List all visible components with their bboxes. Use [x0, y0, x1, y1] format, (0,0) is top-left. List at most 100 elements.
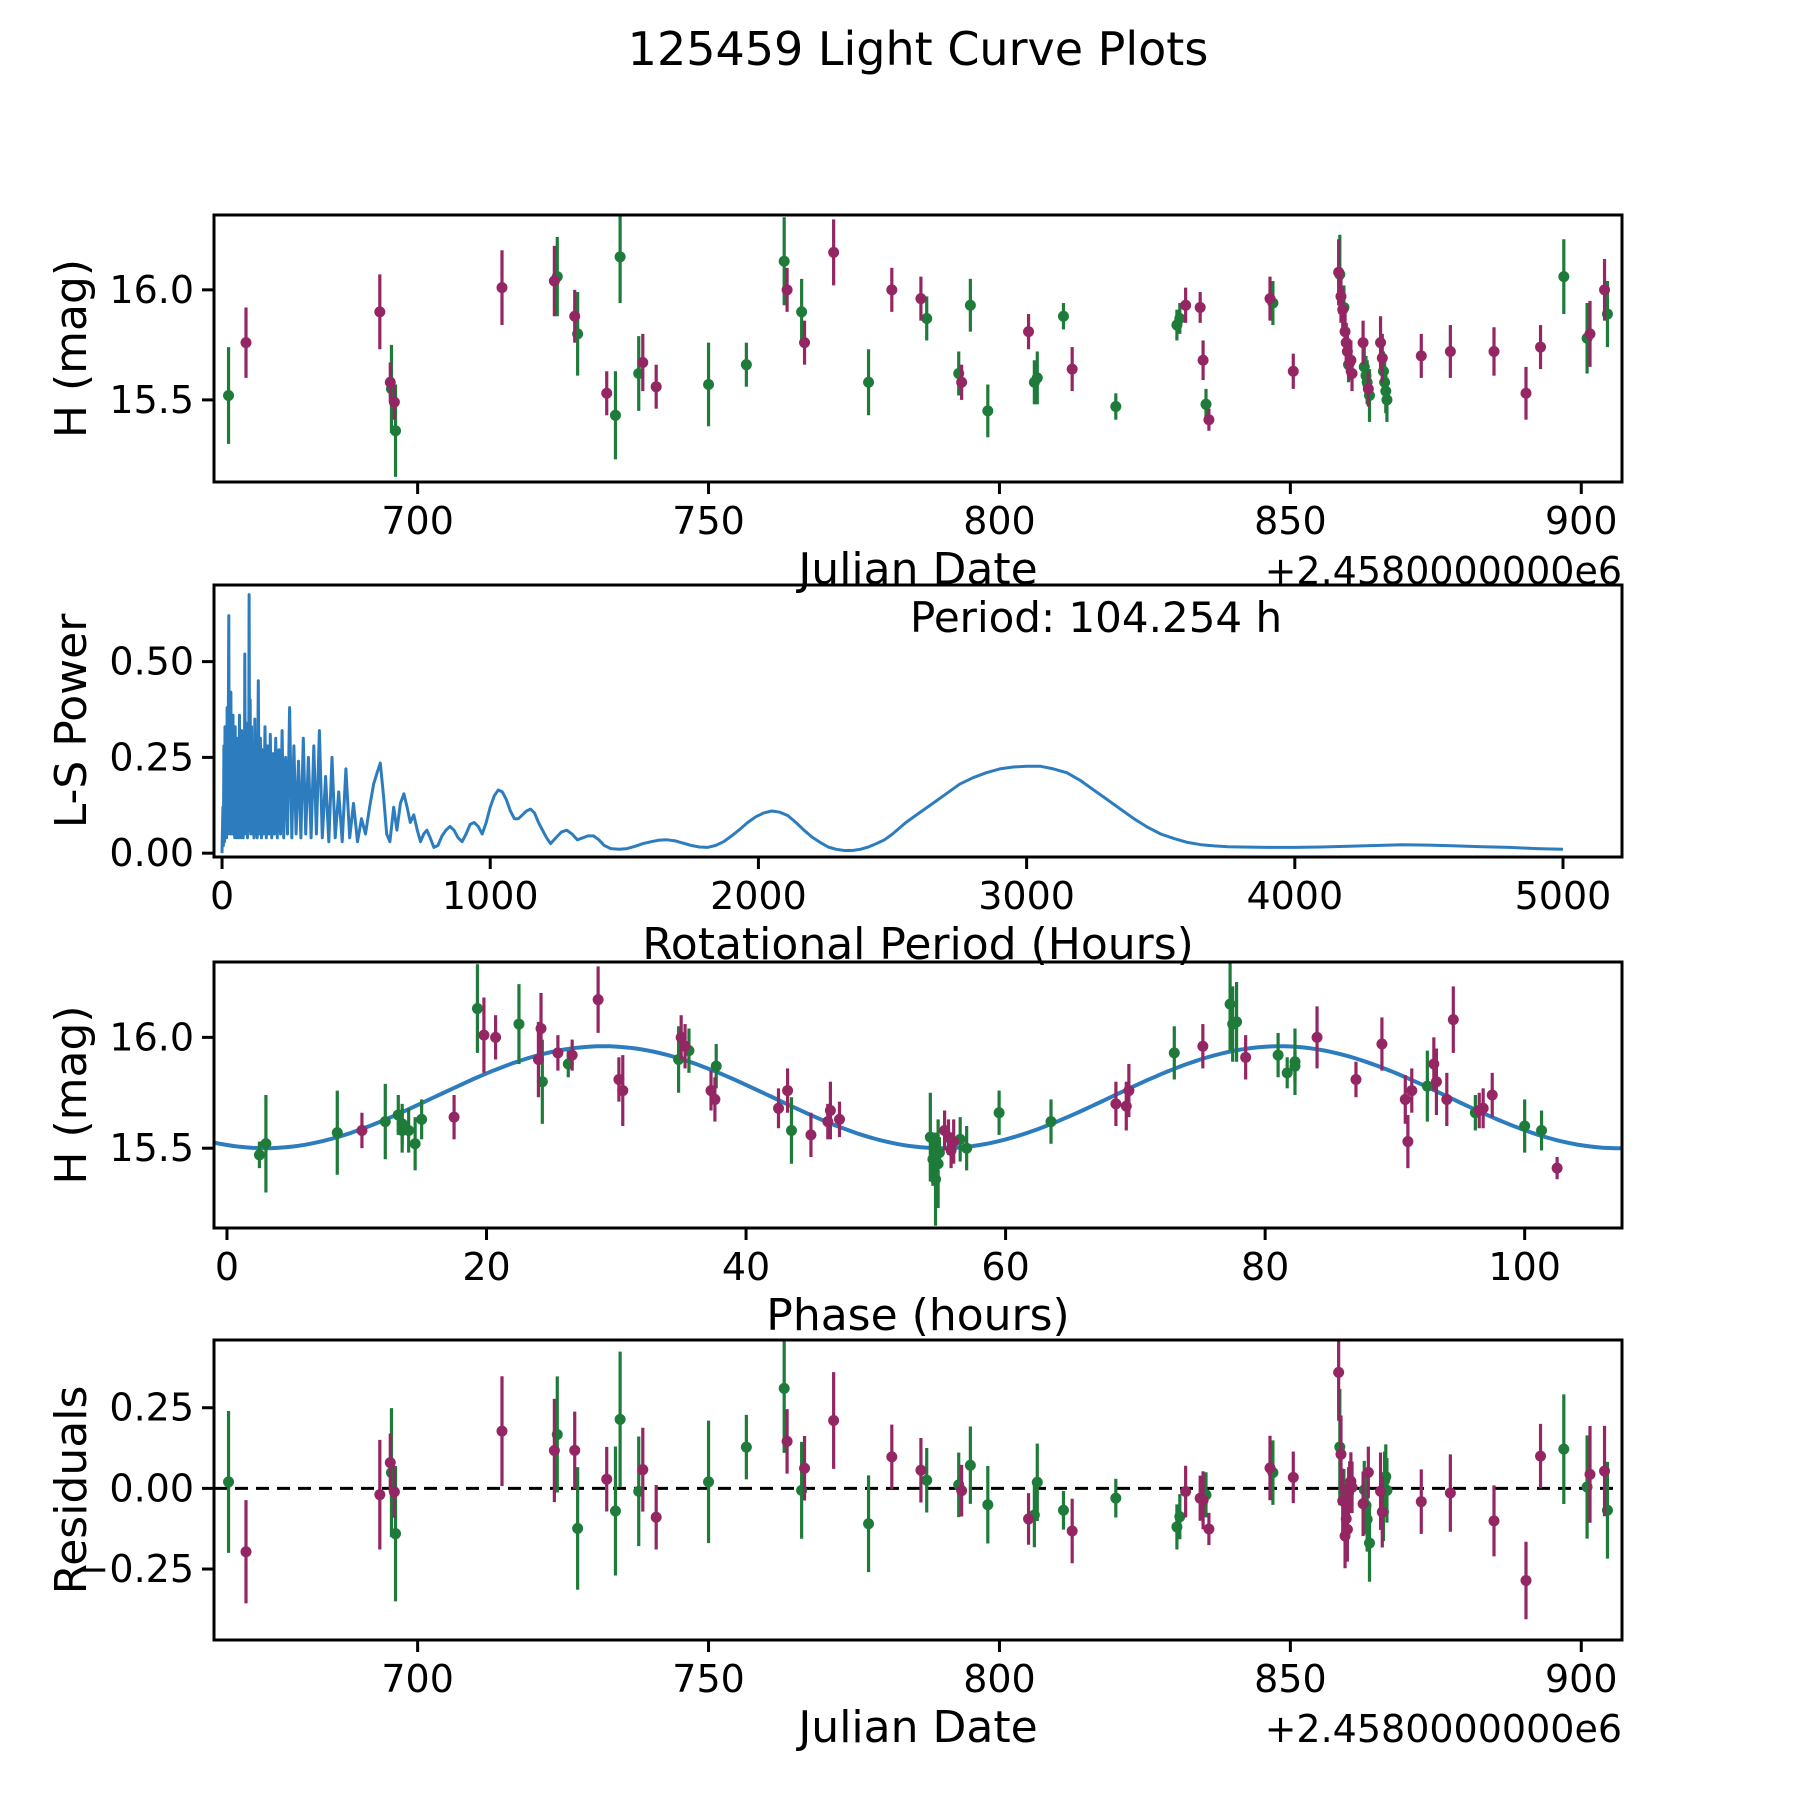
y-tick-label: 16.0 — [109, 268, 194, 312]
x-axis-offset-text: +2.4580000000e6 — [1265, 1707, 1622, 1751]
x-tick-label: 750 — [672, 1657, 745, 1701]
x-tick-label: 900 — [1545, 499, 1618, 543]
data-point — [781, 284, 793, 296]
data-point — [513, 1018, 525, 1030]
data-point — [637, 1464, 649, 1476]
y-tick-label: 0.50 — [109, 640, 194, 684]
data-point — [1066, 363, 1078, 375]
green-series — [223, 215, 1613, 477]
data-point — [982, 405, 994, 417]
data-point — [964, 1459, 976, 1471]
x-tick-label: 0 — [210, 874, 234, 918]
data-point — [805, 1129, 817, 1141]
data-point — [1535, 341, 1547, 353]
data-point — [782, 1085, 794, 1097]
data-point — [933, 1147, 945, 1159]
periodogram-plot-area — [220, 593, 1564, 854]
data-point — [496, 282, 508, 294]
y-tick-label: 0.25 — [109, 1386, 194, 1430]
data-point — [740, 359, 752, 371]
data-point — [1375, 337, 1387, 349]
data-point — [863, 376, 875, 388]
data-point — [240, 337, 252, 349]
data-point — [1180, 1486, 1192, 1498]
data-point — [609, 1505, 621, 1517]
data-point — [390, 1528, 402, 1540]
data-point — [915, 1464, 927, 1476]
data-point — [1599, 1465, 1611, 1477]
data-point — [1031, 1476, 1043, 1488]
data-point — [921, 1474, 933, 1486]
axes-spines — [212, 1338, 1624, 1642]
data-point — [1110, 1098, 1122, 1110]
data-point — [1335, 1448, 1347, 1460]
data-point — [942, 1131, 954, 1143]
data-point — [772, 1102, 784, 1114]
data-point — [1444, 1487, 1456, 1499]
data-point — [637, 356, 649, 368]
data-point — [240, 1546, 252, 1558]
data-point — [390, 425, 402, 437]
data-point — [915, 293, 927, 305]
data-point — [1057, 1504, 1069, 1516]
data-point — [1203, 1523, 1215, 1535]
data-point — [490, 1031, 502, 1043]
data-point — [1421, 1080, 1433, 1092]
data-point — [1357, 337, 1369, 349]
x-tick-label: 60 — [981, 1245, 1029, 1289]
data-point — [1057, 310, 1069, 322]
data-point — [1350, 1073, 1362, 1085]
data-point — [356, 1124, 368, 1136]
data-point — [828, 246, 840, 258]
data-point — [799, 337, 811, 349]
axes-spines — [212, 583, 1624, 859]
data-point — [253, 1149, 265, 1161]
data-point — [1599, 284, 1611, 296]
y-tick-label: 15.5 — [109, 1126, 194, 1170]
data-point — [650, 381, 662, 393]
data-point — [956, 376, 968, 388]
x-tick-label: 40 — [722, 1245, 770, 1289]
data-point — [1362, 1466, 1374, 1478]
data-point — [1341, 1523, 1353, 1535]
data-point — [1520, 387, 1532, 399]
data-point — [1376, 1038, 1388, 1050]
data-point — [1066, 1525, 1078, 1537]
data-point — [1381, 394, 1393, 406]
x-tick-label: 20 — [462, 1245, 510, 1289]
data-point — [1023, 1513, 1035, 1525]
data-point — [1362, 383, 1374, 395]
x-tick-label: 4000 — [1246, 874, 1343, 918]
y-axis-label: H (mag) — [46, 259, 97, 438]
data-point — [1376, 1506, 1388, 1518]
x-tick-label: 800 — [963, 1657, 1036, 1701]
data-point — [1415, 1496, 1427, 1508]
data-point — [993, 1107, 1005, 1119]
x-tick-label: 3000 — [978, 874, 1075, 918]
x-tick-label: 900 — [1545, 1657, 1618, 1701]
data-point — [1311, 1031, 1323, 1043]
x-axis-label: Phase (hours) — [766, 1290, 1069, 1341]
data-point — [379, 1116, 391, 1128]
data-point — [1415, 350, 1427, 362]
x-tick-label: 850 — [1254, 499, 1327, 543]
data-point — [569, 310, 581, 322]
data-point — [710, 1060, 722, 1072]
data-point — [548, 1445, 560, 1457]
data-point — [1240, 1051, 1252, 1063]
data-point — [1287, 1471, 1299, 1483]
green-series — [223, 1340, 1613, 1602]
figure-title: 125459 Light Curve Plots — [627, 22, 1209, 76]
data-point — [822, 1116, 834, 1128]
data-point — [478, 1029, 490, 1041]
data-point — [1168, 1047, 1180, 1059]
data-point — [614, 251, 626, 263]
data-point — [650, 1511, 662, 1523]
data-point — [572, 1522, 584, 1534]
data-point — [785, 1124, 797, 1136]
data-point — [388, 1486, 400, 1498]
data-point — [388, 396, 400, 408]
data-point — [1110, 401, 1122, 413]
data-point — [1430, 1076, 1442, 1088]
data-point — [778, 1382, 790, 1394]
